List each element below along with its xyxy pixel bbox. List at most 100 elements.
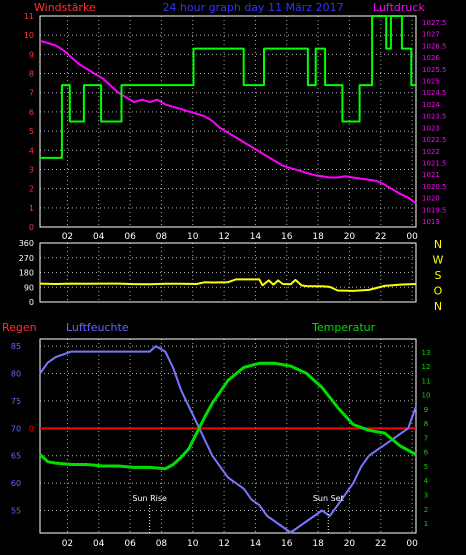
humidity-temperature-panel xyxy=(39,338,417,534)
wind-tick-label: 9 xyxy=(29,50,34,59)
wind-tick-label: 5 xyxy=(29,127,34,136)
pressure-tick-label: 1019 xyxy=(422,218,440,226)
pressure-tick-label: 1027 xyxy=(422,31,440,39)
pressure-tick-label: 1024 xyxy=(422,101,440,109)
sunrise-label: Sun Rise xyxy=(132,494,167,503)
x-tick-label: 18 xyxy=(312,539,324,549)
wind-tick-label: 3 xyxy=(29,165,34,174)
pressure-tick-label: 1022 xyxy=(422,148,440,156)
temperature-tick-label: 12 xyxy=(422,363,431,371)
x-tick-label: 00 xyxy=(406,232,418,242)
temperature-tick-label: 7 xyxy=(424,434,428,442)
pressure-tick-label: 1023 xyxy=(422,124,440,132)
direction-tick-label: 180 xyxy=(19,269,34,278)
temperature-tick-label: 5 xyxy=(424,463,428,471)
x-tick-label: 02 xyxy=(62,232,73,242)
x-tick-label: 08 xyxy=(156,232,168,242)
rain-tick-label: 0 xyxy=(29,424,34,433)
pressure-tick-label: 1020.5 xyxy=(422,183,447,191)
rain-axis-title: Regen xyxy=(2,321,37,334)
compass-letter-s: S xyxy=(435,269,442,282)
x-tick-label: 04 xyxy=(93,232,105,242)
humidity-tick-label: 60 xyxy=(11,479,21,488)
wind-tick-label: 1 xyxy=(29,204,34,213)
x-tick-label: 02 xyxy=(62,539,73,549)
temperature-tick-label: 9 xyxy=(424,406,428,414)
wind-tick-label: 0 xyxy=(29,223,34,232)
sunset-label: Sun Set xyxy=(313,494,344,503)
temperature-tick-label: 10 xyxy=(422,392,431,400)
temperature-tick-label: 4 xyxy=(424,477,429,485)
pressure-tick-label: 1022.5 xyxy=(422,136,447,144)
wind-tick-label: 6 xyxy=(29,108,34,117)
pressure-tick-label: 1025.5 xyxy=(422,66,447,74)
x-tick-label: 16 xyxy=(281,232,293,242)
wind-tick-label: 2 xyxy=(29,185,34,194)
wind-direction-panel xyxy=(39,242,417,303)
x-tick-label: 14 xyxy=(250,232,262,242)
x-tick-label: 22 xyxy=(375,539,386,549)
pressure-line xyxy=(39,39,417,205)
pressure-tick-label: 1023.5 xyxy=(422,113,447,121)
x-tick-label: 16 xyxy=(281,539,293,549)
pressure-tick-label: 1025 xyxy=(422,78,440,86)
x-tick-label: 04 xyxy=(93,539,105,549)
x-tick-label: 22 xyxy=(375,232,386,242)
wind-tick-label: 11 xyxy=(24,12,34,21)
compass-letter-n: N xyxy=(434,238,442,251)
chart-title: 24 hour graph day 11 März 2017 xyxy=(162,1,343,14)
pressure-tick-label: 1026.5 xyxy=(422,42,447,50)
pressure-tick-label: 1027.5 xyxy=(422,19,447,27)
wind-direction-line xyxy=(39,278,417,292)
x-tick-label: 06 xyxy=(124,539,136,549)
wind-line xyxy=(40,15,416,159)
x-tick-label: 10 xyxy=(187,232,199,242)
humidity-tick-label: 75 xyxy=(11,397,21,406)
temperature-tick-label: 8 xyxy=(424,420,428,428)
x-tick-label: 18 xyxy=(312,232,324,242)
wind-tick-label: 10 xyxy=(24,31,34,40)
x-tick-label: 20 xyxy=(344,232,356,242)
direction-tick-label: 270 xyxy=(19,254,34,263)
x-tick-label: 08 xyxy=(156,539,168,549)
pressure-tick-label: 1026 xyxy=(422,54,440,62)
humidity-tick-label: 65 xyxy=(11,452,21,461)
wind-tick-label: 4 xyxy=(29,146,34,155)
x-tick-label: 06 xyxy=(124,232,136,242)
pressure-axis-title: Luftdruck xyxy=(373,1,425,14)
humidity-tick-label: 70 xyxy=(11,424,21,433)
wind-pressure-panel xyxy=(39,15,417,228)
pressure-tick-label: 1021 xyxy=(422,171,440,179)
wind-tick-label: 7 xyxy=(29,89,34,98)
compass-letter-n: N xyxy=(434,300,442,313)
x-tick-label: 12 xyxy=(218,539,229,549)
x-tick-label: 00 xyxy=(406,539,418,549)
temperature-tick-label: 13 xyxy=(422,349,431,357)
humidity-tick-label: 85 xyxy=(11,342,21,351)
pressure-tick-label: 1024.5 xyxy=(422,89,447,97)
x-tick-label: 12 xyxy=(218,232,229,242)
pressure-tick-label: 1021.5 xyxy=(422,159,447,167)
temperature-tick-label: 11 xyxy=(422,377,431,385)
pressure-tick-label: 1020 xyxy=(422,195,440,203)
temperature-tick-label: 3 xyxy=(424,491,428,499)
temperature-axis-title: Temperatur xyxy=(311,321,376,334)
x-tick-label: 14 xyxy=(250,539,262,549)
wind-tick-label: 8 xyxy=(29,70,34,79)
humidity-line xyxy=(39,345,417,534)
humidity-axis-title: Luftfeuchte xyxy=(66,321,129,334)
humidity-tick-label: 55 xyxy=(11,507,21,516)
humidity-tick-label: 80 xyxy=(11,370,21,379)
temperature-tick-label: 2 xyxy=(424,506,428,514)
compass-letter-w: W xyxy=(433,254,444,267)
x-tick-label: 20 xyxy=(344,539,356,549)
temperature-tick-label: 6 xyxy=(424,449,429,457)
pressure-tick-label: 1019.5 xyxy=(422,206,447,214)
compass-letter-o: O xyxy=(434,285,443,298)
temperature-tick-label: 1 xyxy=(424,520,428,528)
direction-tick-label: 0 xyxy=(29,298,34,307)
direction-tick-label: 360 xyxy=(19,239,34,248)
direction-tick-label: 90 xyxy=(24,283,34,292)
